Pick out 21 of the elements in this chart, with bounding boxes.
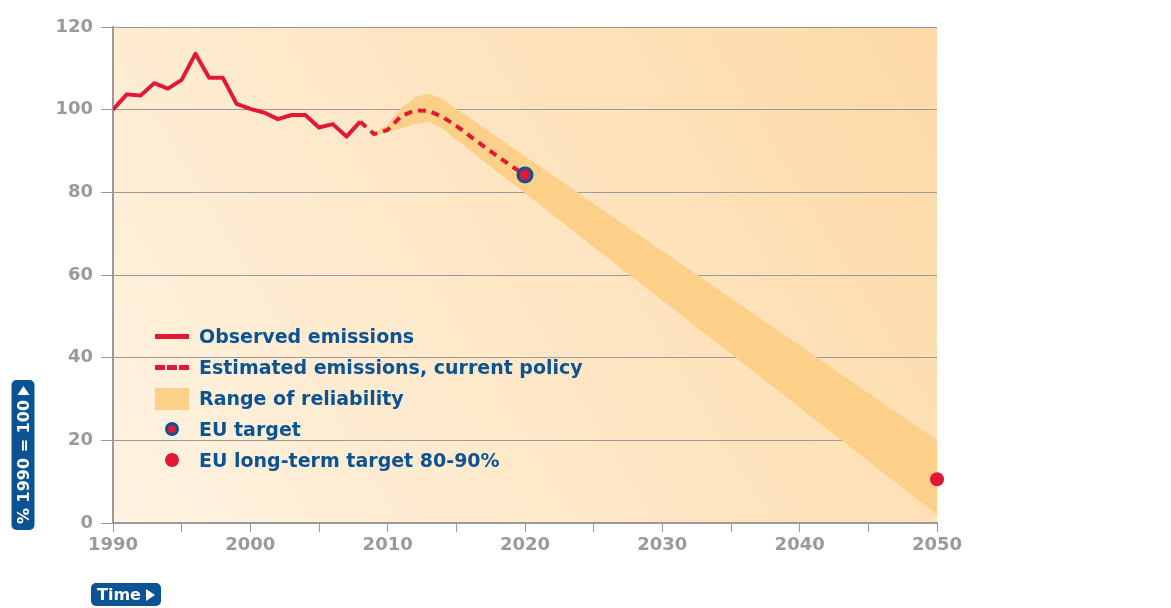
y-tick-label: 20 — [67, 428, 93, 450]
x-tick-label: 2020 — [499, 533, 551, 555]
legend-label: Estimated emissions, current policy — [199, 355, 583, 378]
y-tick-label: 60 — [67, 262, 93, 284]
legend-label: EU target — [199, 417, 301, 440]
y-tick-label: 0 — [80, 510, 93, 532]
y-tick-label: 40 — [67, 345, 93, 367]
y-tick-label: 80 — [67, 180, 93, 202]
x-axis-title: Time — [97, 585, 141, 604]
y-axis-title: % 1990 = 100 — [13, 399, 33, 525]
x-tick-label: 2050 — [911, 533, 963, 555]
x-tick-label: 2040 — [774, 533, 825, 555]
legend-label: EU long-term target 80-90% — [199, 448, 500, 471]
x-tick-label: 1990 — [87, 533, 139, 555]
x-tick-label: 2030 — [637, 533, 688, 555]
x-tick-label: 2000 — [225, 533, 276, 555]
x-tick-label: 2010 — [362, 533, 413, 555]
y-tick-label: 120 — [55, 14, 93, 36]
legend-label: Range of reliability — [199, 386, 404, 409]
y-tick-label: 100 — [55, 97, 93, 119]
legend-label: Observed emissions — [199, 324, 415, 347]
